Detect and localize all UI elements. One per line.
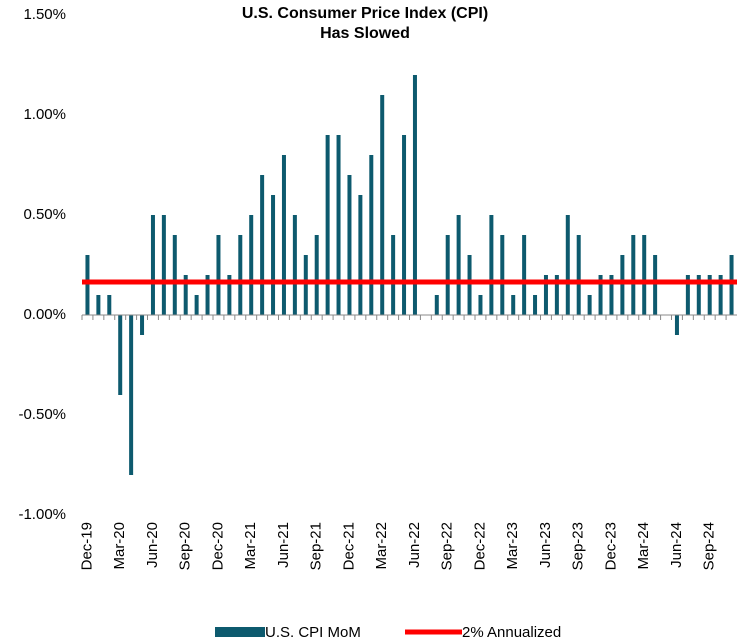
x-tick-label: Sep-24 (701, 522, 718, 570)
bar (161, 215, 166, 315)
bar (565, 215, 570, 315)
bar (96, 295, 101, 315)
legend-label: U.S. CPI MoM (265, 624, 361, 641)
bar (631, 235, 636, 315)
bar (303, 255, 308, 315)
x-tick-label: Mar-22 (373, 522, 390, 570)
x-tick-label: Mar-20 (111, 522, 128, 570)
bar (118, 315, 123, 395)
bar (336, 135, 341, 315)
x-tick-label: Jun-24 (668, 522, 685, 568)
bar (183, 275, 188, 315)
x-tick-label: Mar-23 (504, 522, 521, 570)
y-tick-label: 1.50% (23, 6, 66, 23)
bar (598, 275, 603, 315)
y-tick-label: 1.00% (23, 106, 66, 123)
y-tick-label: -1.00% (18, 506, 66, 523)
bar (238, 235, 243, 315)
bar (292, 215, 297, 315)
bar (347, 175, 352, 315)
bar (587, 295, 592, 315)
bar (511, 295, 516, 315)
bar (533, 295, 538, 315)
bar (543, 275, 548, 315)
bar (653, 255, 658, 315)
bar (369, 155, 374, 315)
x-tick-label: Dec-19 (78, 522, 95, 570)
bar (402, 135, 407, 315)
bar (696, 275, 701, 315)
bar (140, 315, 145, 335)
bar (172, 235, 177, 315)
bar (554, 275, 559, 315)
y-tick-label: 0.00% (23, 306, 66, 323)
bar (281, 155, 286, 315)
bar (391, 235, 396, 315)
x-tick-label: Dec-21 (340, 522, 357, 570)
bar (380, 95, 385, 315)
bar (129, 315, 134, 475)
x-tick-label: Jun-21 (275, 522, 292, 568)
x-tick-label: Mar-21 (242, 522, 259, 570)
legend-swatch (215, 627, 265, 637)
x-tick-label: Dec-20 (209, 522, 226, 570)
bar (478, 295, 483, 315)
bar (249, 215, 254, 315)
bar (216, 235, 221, 315)
x-tick-label: Sep-20 (177, 522, 194, 570)
bar (620, 255, 625, 315)
bar (729, 255, 734, 315)
bar (85, 255, 90, 315)
y-tick-label: -0.50% (18, 406, 66, 423)
x-tick-label: Dec-23 (602, 522, 619, 570)
bar (260, 175, 265, 315)
bar (271, 195, 276, 315)
x-tick-label: Jun-20 (144, 522, 161, 568)
bar (445, 235, 450, 315)
bar (314, 235, 319, 315)
y-tick-label: 0.50% (23, 206, 66, 223)
chart-title: Has Slowed (320, 25, 410, 42)
bar (412, 75, 417, 315)
bar (489, 215, 494, 315)
bar (194, 295, 199, 315)
bar (718, 275, 723, 315)
chart-title: U.S. Consumer Price Index (CPI) (242, 5, 488, 22)
bar (456, 215, 461, 315)
x-tick-label: Sep-23 (570, 522, 587, 570)
bar (522, 235, 527, 315)
x-tick-label: Jun-23 (537, 522, 554, 568)
bar (642, 235, 647, 315)
bar (150, 215, 155, 315)
bar (685, 275, 690, 315)
bar (674, 315, 679, 335)
legend-label: 2% Annualized (462, 624, 561, 641)
x-tick-label: Dec-22 (471, 522, 488, 570)
bar (707, 275, 712, 315)
bar (358, 195, 363, 315)
bar (467, 255, 472, 315)
x-tick-label: Sep-22 (439, 522, 456, 570)
bar (609, 275, 614, 315)
bar (434, 295, 439, 315)
bar (500, 235, 505, 315)
bar (576, 235, 581, 315)
x-tick-label: Sep-21 (308, 522, 325, 570)
x-tick-label: Mar-24 (635, 522, 652, 570)
bar (205, 275, 210, 315)
bar (325, 135, 330, 315)
bar (107, 295, 112, 315)
x-tick-label: Jun-22 (406, 522, 423, 568)
bar (227, 275, 232, 315)
